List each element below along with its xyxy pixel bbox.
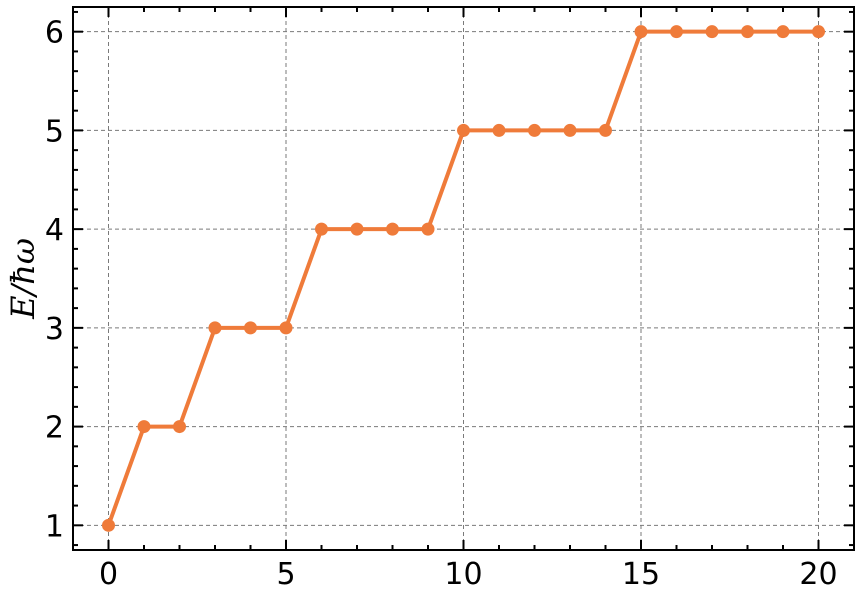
y-tick-label: 3 <box>45 312 64 347</box>
data-point <box>173 420 186 434</box>
data-point <box>137 420 151 434</box>
y-tick-label: 4 <box>45 213 64 248</box>
y-tick-label: 5 <box>45 114 64 149</box>
data-point <box>776 25 790 39</box>
data-point <box>634 25 648 39</box>
data-point <box>208 321 222 335</box>
data-point <box>102 518 115 532</box>
data-point <box>741 25 754 39</box>
data-point <box>705 25 719 39</box>
data-point <box>386 222 399 236</box>
y-tick-label: 2 <box>45 411 64 446</box>
data-point <box>812 25 825 39</box>
data-point <box>528 123 541 137</box>
data-point <box>457 123 470 137</box>
x-tick-labels: 0 5 10 15 20 <box>99 557 838 592</box>
plot-frame <box>72 6 855 551</box>
data-point <box>599 123 612 137</box>
x-tick-label: 0 <box>99 557 118 592</box>
y-tick-label: 1 <box>45 509 64 544</box>
y-tick-labels: 1 2 3 4 5 6 <box>45 16 64 545</box>
data-point <box>350 222 364 236</box>
data-point <box>279 321 293 335</box>
x-tick-label: 15 <box>622 557 660 592</box>
grid-lines <box>73 7 854 550</box>
y-tick-label: 6 <box>45 16 64 51</box>
axis-ticks <box>72 7 855 550</box>
data-point <box>421 222 435 236</box>
series-layer <box>102 25 825 532</box>
x-tick-label: 5 <box>276 557 295 592</box>
data-point <box>244 321 257 335</box>
data-point <box>315 222 328 236</box>
data-point <box>563 123 577 137</box>
data-point <box>670 25 683 39</box>
x-tick-label: 20 <box>799 557 837 592</box>
x-tick-label: 10 <box>444 557 482 592</box>
y-axis-label: E/ħω <box>4 238 42 320</box>
data-point <box>492 123 506 137</box>
